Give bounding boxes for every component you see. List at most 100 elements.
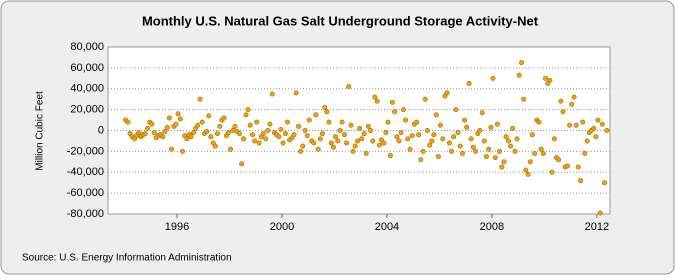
point [250, 132, 256, 138]
point [418, 157, 424, 163]
point [593, 134, 599, 140]
point [291, 132, 297, 138]
point [512, 148, 518, 154]
point [573, 122, 579, 128]
point [335, 138, 341, 144]
point [547, 77, 553, 83]
point [481, 138, 487, 144]
point [451, 134, 457, 140]
point [348, 122, 354, 128]
point [214, 131, 220, 137]
y-tick-label: -20,000 [67, 145, 104, 157]
point [221, 115, 227, 121]
point [435, 154, 441, 160]
point [184, 136, 190, 142]
point [365, 123, 371, 129]
point [405, 136, 411, 142]
y-tick-label: -40,000 [67, 166, 104, 178]
point [243, 112, 249, 118]
point [166, 115, 172, 121]
point [407, 146, 413, 152]
point [521, 96, 527, 102]
point [595, 117, 601, 123]
point [538, 146, 544, 152]
point [409, 133, 415, 139]
point [567, 122, 573, 128]
point [256, 140, 262, 146]
point [204, 129, 210, 135]
point [206, 113, 212, 119]
point [225, 130, 231, 136]
point [460, 150, 466, 156]
x-tick-label: 2012 [585, 221, 609, 233]
point [508, 143, 514, 149]
x-tick-label: 2000 [270, 221, 294, 233]
point [514, 136, 520, 142]
point [429, 138, 435, 144]
source-note: Source: U.S. Energy Information Administ… [22, 253, 232, 264]
point [440, 136, 446, 142]
point [584, 138, 590, 144]
point [479, 110, 485, 116]
point [527, 159, 533, 165]
point [197, 96, 203, 102]
point [599, 121, 605, 127]
point [385, 119, 391, 125]
point [317, 136, 323, 142]
point [549, 169, 555, 175]
point [333, 134, 339, 140]
point [519, 60, 525, 66]
point [177, 116, 183, 122]
point [162, 129, 168, 135]
point [357, 125, 363, 131]
point [591, 125, 597, 131]
point [330, 144, 336, 150]
point [368, 128, 374, 134]
point [344, 140, 350, 146]
point [569, 101, 575, 107]
point [160, 134, 166, 140]
point [239, 161, 245, 167]
point [315, 146, 321, 152]
point [230, 128, 236, 134]
point [326, 119, 332, 125]
point [311, 140, 317, 146]
point [457, 143, 463, 149]
point [352, 143, 358, 149]
point [422, 96, 428, 102]
point [260, 131, 266, 137]
point [540, 150, 546, 156]
point [217, 123, 223, 129]
point [505, 138, 511, 144]
point [212, 143, 218, 149]
point [284, 119, 290, 125]
point [164, 124, 170, 130]
point [142, 131, 148, 137]
point [383, 130, 389, 136]
point [188, 134, 194, 140]
point [420, 148, 426, 154]
point [492, 155, 498, 161]
point [560, 109, 566, 115]
point [339, 119, 345, 125]
point [532, 150, 538, 156]
point [578, 178, 584, 184]
point [269, 91, 275, 97]
point [486, 146, 492, 152]
point [136, 130, 142, 136]
x-tick-label: 1996 [165, 221, 189, 233]
point [169, 146, 175, 152]
point [564, 163, 570, 169]
point [298, 148, 304, 154]
point [468, 136, 474, 142]
point [536, 119, 542, 125]
point [265, 128, 271, 134]
y-axis-label: Million Cubic Feet [35, 91, 46, 171]
point [355, 138, 361, 144]
point [398, 130, 404, 136]
point [392, 109, 398, 115]
y-tick-label: 60,000 [70, 62, 104, 74]
point [232, 123, 238, 129]
point [195, 122, 201, 128]
point [254, 119, 260, 125]
